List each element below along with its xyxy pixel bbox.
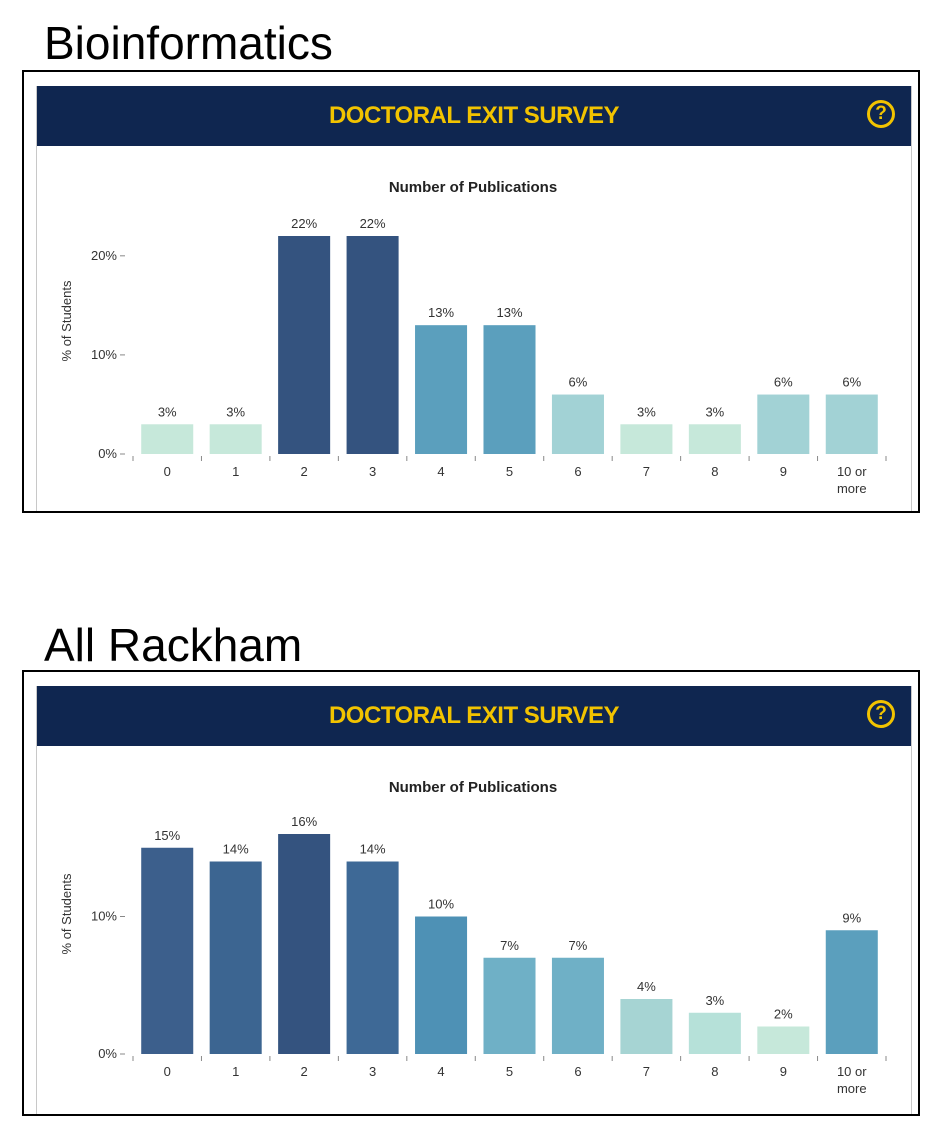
help-icon[interactable]: ? xyxy=(867,700,895,728)
bar xyxy=(346,861,399,1054)
data-label: 3% xyxy=(158,404,177,419)
data-label: 22% xyxy=(360,216,386,231)
data-label: 13% xyxy=(428,305,454,320)
x-tick-label: 4 xyxy=(437,1064,444,1079)
x-tick-label: 3 xyxy=(369,1064,376,1079)
x-tick-label: more xyxy=(837,1081,867,1096)
bar xyxy=(209,861,262,1054)
data-label: 14% xyxy=(223,842,249,857)
bar xyxy=(551,394,604,454)
chart-frame-bioinformatics: DOCTORAL EXIT SURVEY ? Number of Publica… xyxy=(22,70,920,513)
bar xyxy=(278,236,331,454)
bar xyxy=(483,957,536,1054)
x-tick-label: 0 xyxy=(164,464,171,479)
data-label: 3% xyxy=(226,404,245,419)
x-tick-label: 3 xyxy=(369,464,376,479)
bar-chart: Number of Publications % of Students 0% 10%… xyxy=(59,179,887,496)
x-tick-label: 10 or xyxy=(837,1064,867,1079)
bar xyxy=(551,957,604,1054)
data-label: 2% xyxy=(774,1007,793,1022)
x-tick-label: 8 xyxy=(711,1064,718,1079)
survey-panel: DOCTORAL EXIT SURVEY ? Number of Publica… xyxy=(36,686,912,1114)
x-tick-label: more xyxy=(837,481,867,496)
bar xyxy=(825,394,878,454)
y-tick-label: 10% xyxy=(91,909,117,924)
bar xyxy=(757,394,810,454)
x-tick-label: 6 xyxy=(574,1064,581,1079)
data-label: 6% xyxy=(774,375,793,390)
banner-title: DOCTORAL EXIT SURVEY xyxy=(328,702,620,729)
bar xyxy=(346,236,399,454)
x-tick-label: 0 xyxy=(164,1064,171,1079)
section-title-bioinformatics: Bioinformatics xyxy=(44,17,333,69)
data-label: 3% xyxy=(705,404,724,419)
x-tick-label: 7 xyxy=(643,1064,650,1079)
data-label: 7% xyxy=(569,938,588,953)
bar xyxy=(620,999,673,1054)
survey-banner: DOCTORAL EXIT SURVEY ? xyxy=(37,86,911,146)
bar xyxy=(415,325,468,454)
data-label: 6% xyxy=(842,375,861,390)
data-label: 7% xyxy=(500,938,519,953)
x-tick-label: 8 xyxy=(711,464,718,479)
chart-frame-all-rackham: DOCTORAL EXIT SURVEY ? Number of Publica… xyxy=(22,670,920,1116)
data-label: 22% xyxy=(291,216,317,231)
y-axis-title: % of Students xyxy=(59,280,74,361)
x-tick-label: 5 xyxy=(506,1064,513,1079)
x-tick-label: 9 xyxy=(780,464,787,479)
data-label: 3% xyxy=(637,404,656,419)
data-label: 6% xyxy=(569,375,588,390)
bar xyxy=(141,424,194,454)
banner-title: DOCTORAL EXIT SURVEY xyxy=(328,102,620,129)
bar xyxy=(688,424,741,454)
section-title-all-rackham: All Rackham xyxy=(44,619,303,671)
y-tick-label: 20% xyxy=(91,248,117,263)
x-tick-label: 2 xyxy=(301,464,308,479)
x-tick-label: 6 xyxy=(574,464,581,479)
y-tick-label: 0% xyxy=(98,1046,117,1061)
x-tick-label: 5 xyxy=(506,464,513,479)
data-label: 10% xyxy=(428,897,454,912)
chart-title: Number of Publications xyxy=(389,779,557,796)
bar xyxy=(278,834,331,1054)
y-tick-label: 10% xyxy=(91,347,117,362)
x-tick-label: 1 xyxy=(232,464,239,479)
x-tick-label: 2 xyxy=(301,1064,308,1079)
bar xyxy=(825,930,878,1054)
bar xyxy=(757,1026,810,1054)
bar xyxy=(483,325,536,454)
survey-panel: DOCTORAL EXIT SURVEY ? Number of Publica… xyxy=(36,86,912,511)
bar xyxy=(141,847,194,1054)
y-tick-label: 0% xyxy=(98,446,117,461)
data-label: 16% xyxy=(291,814,317,829)
y-axis-title: % of Students xyxy=(59,873,74,954)
bar xyxy=(415,916,468,1054)
x-tick-label: 10 or xyxy=(837,464,867,479)
help-icon[interactable]: ? xyxy=(867,100,895,128)
x-tick-label: 1 xyxy=(232,1064,239,1079)
bar xyxy=(620,424,673,454)
data-label: 4% xyxy=(637,979,656,994)
survey-banner: DOCTORAL EXIT SURVEY ? xyxy=(37,686,911,746)
x-tick-label: 7 xyxy=(643,464,650,479)
bar xyxy=(688,1012,741,1054)
x-tick-label: 4 xyxy=(437,464,444,479)
chart-title: Number of Publications xyxy=(389,179,557,196)
data-label: 14% xyxy=(360,842,386,857)
data-label: 3% xyxy=(705,993,724,1008)
data-label: 9% xyxy=(842,910,861,925)
bar-chart: Number of Publications % of Students 0% 10%… xyxy=(59,779,887,1096)
data-label: 13% xyxy=(496,305,522,320)
data-label: 15% xyxy=(154,828,180,843)
bar xyxy=(209,424,262,454)
x-tick-label: 9 xyxy=(780,1064,787,1079)
